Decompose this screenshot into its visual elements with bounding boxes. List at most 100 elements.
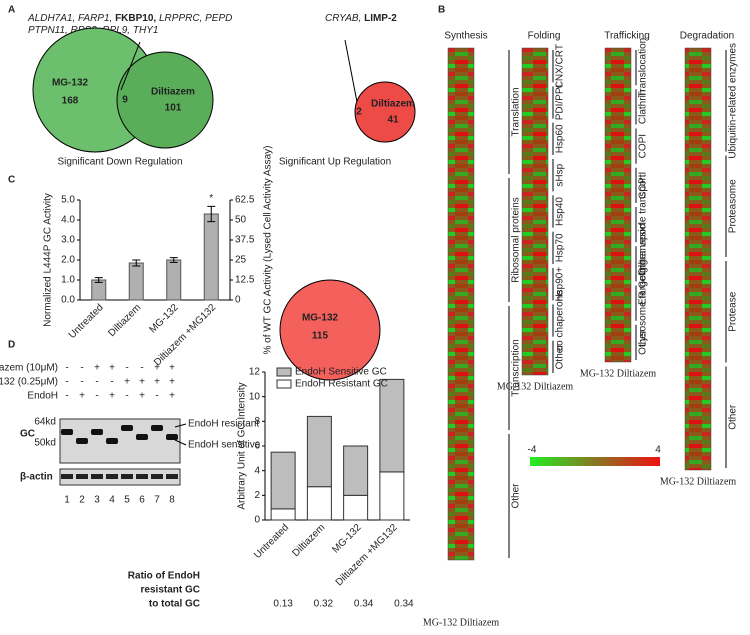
set-count: 41: [387, 115, 399, 126]
band-label: EndoH sensitive: [188, 440, 261, 451]
annotation: *: [209, 193, 213, 204]
y2-tick-label: 25: [235, 255, 247, 266]
band: [61, 429, 73, 435]
blot-sign: -: [80, 363, 83, 374]
band-label: EndoH resistant: [188, 419, 259, 430]
y2-tick-label: 0: [235, 295, 241, 306]
gene-name: RPL9,: [102, 25, 133, 36]
band: [106, 438, 118, 444]
lane-number: 5: [124, 495, 130, 506]
overlap-count: 9: [122, 95, 128, 106]
x-tick-label: Untreated: [252, 522, 291, 561]
bar: [128, 262, 144, 301]
blot-sign: +: [169, 363, 175, 374]
panel-label: C: [8, 175, 15, 186]
group-label: Hsp60: [555, 124, 566, 153]
lane-number: 2: [79, 495, 85, 506]
panel-label: B: [438, 5, 445, 16]
set-count: 168: [62, 96, 79, 107]
y-tick-label: 0.0: [61, 295, 75, 306]
y-tick-label: 3.0: [61, 235, 75, 246]
callout: [344, 39, 358, 103]
lane-number: 4: [109, 495, 115, 506]
band: [106, 474, 118, 479]
gene-list: CRYAB, LIMP-2: [325, 13, 397, 24]
legend-label: EndoH Sensitive GC: [295, 367, 387, 378]
blot-sign: -: [125, 363, 128, 374]
group-label: Hsp70: [555, 233, 566, 262]
ratio-value: 0.32: [314, 599, 334, 610]
heatmap-column-labels: MG-132 Diltiazem: [580, 368, 657, 379]
venn-circle: [279, 279, 381, 381]
blot-sign: +: [169, 391, 175, 402]
group-label: Proteasome: [728, 179, 739, 233]
group-label: ER Golgi transport: [638, 223, 649, 305]
blot-sign: -: [155, 391, 158, 402]
blot-sign: -: [125, 391, 128, 402]
blot-row-label: EndoH: [27, 391, 58, 402]
y-tick-label: 1.0: [61, 275, 75, 286]
set-name: Diltiazem: [151, 87, 195, 98]
set-count: 101: [165, 103, 182, 114]
band: [76, 474, 88, 479]
gene-list: ALDH7A1, FARP1, FKBP10, LRPPRC, PEPD: [27, 13, 232, 24]
group-label: Other: [728, 404, 739, 430]
band: [136, 434, 148, 440]
y2-tick-label: 62.5: [235, 195, 255, 206]
y2-tick-label: 37.5: [235, 235, 255, 246]
y-axis-label: Arbitrary Unit of GC Intensity: [237, 382, 248, 509]
heatmap-column-labels: MG-132 Diltiazem: [497, 381, 574, 392]
arrow: [174, 423, 187, 428]
gene-name: ALDH7A1,: [27, 13, 78, 24]
x-tick-label: Untreated: [67, 302, 106, 341]
group-label: co chaperone: [555, 290, 566, 351]
group-label: COPII: [638, 172, 649, 199]
ratio-value: 0.34: [394, 599, 414, 610]
gene-name: LIMP-2: [364, 13, 397, 24]
bar-segment: [306, 486, 332, 521]
blot-sign: +: [169, 377, 175, 388]
actin-label: β-actin: [20, 472, 53, 483]
heatmap-title: Degradation: [680, 31, 734, 42]
lane-number: 8: [169, 495, 175, 506]
callout: [120, 41, 141, 91]
y-axis-label: Normalized L444P GC Activity: [43, 193, 54, 327]
band: [151, 425, 163, 431]
venn-circle: [354, 81, 416, 143]
heatmap-title: Folding: [528, 31, 561, 42]
x-tick-label: MG-132: [330, 522, 364, 556]
gene-name: THY1: [133, 25, 159, 36]
group-label: Ubiquitin-related enzymes: [728, 43, 739, 159]
venn-caption: Significant Up Regulation: [279, 157, 391, 168]
blot-sign: -: [80, 377, 83, 388]
set-name: Diltiazem: [371, 99, 415, 110]
x-tick-label: Diltiazem +MG132: [334, 522, 400, 588]
blot-sign: -: [65, 391, 68, 402]
blot-sign: +: [154, 363, 160, 374]
gene-name: FARP1,: [78, 13, 115, 24]
band: [121, 425, 133, 431]
blot-sign: +: [124, 377, 130, 388]
group-label: Translocation: [638, 38, 649, 98]
bar-segment: [270, 451, 296, 510]
marker: 64kd: [34, 417, 56, 428]
group-label: Protease: [728, 291, 739, 331]
color-scale: [530, 457, 660, 466]
bar: [91, 279, 107, 301]
error-bar: [94, 277, 103, 283]
y-tick-label: 0: [254, 515, 260, 526]
scale-label: -4: [528, 445, 537, 456]
set-name: MG-132: [302, 313, 339, 324]
error-bar: [132, 259, 141, 267]
group-label: Hsp90+: [555, 267, 566, 302]
panel-label: D: [8, 340, 15, 351]
group-label: PDI/PPI: [555, 85, 566, 121]
bar-segment: [343, 494, 369, 521]
band: [121, 474, 133, 479]
blot-sign: -: [140, 363, 143, 374]
blot-sign: -: [110, 377, 113, 388]
scale-label: 4: [655, 445, 661, 456]
venn-caption: Significant Down Regulation: [57, 157, 182, 168]
y-tick-label: 2: [254, 490, 260, 501]
